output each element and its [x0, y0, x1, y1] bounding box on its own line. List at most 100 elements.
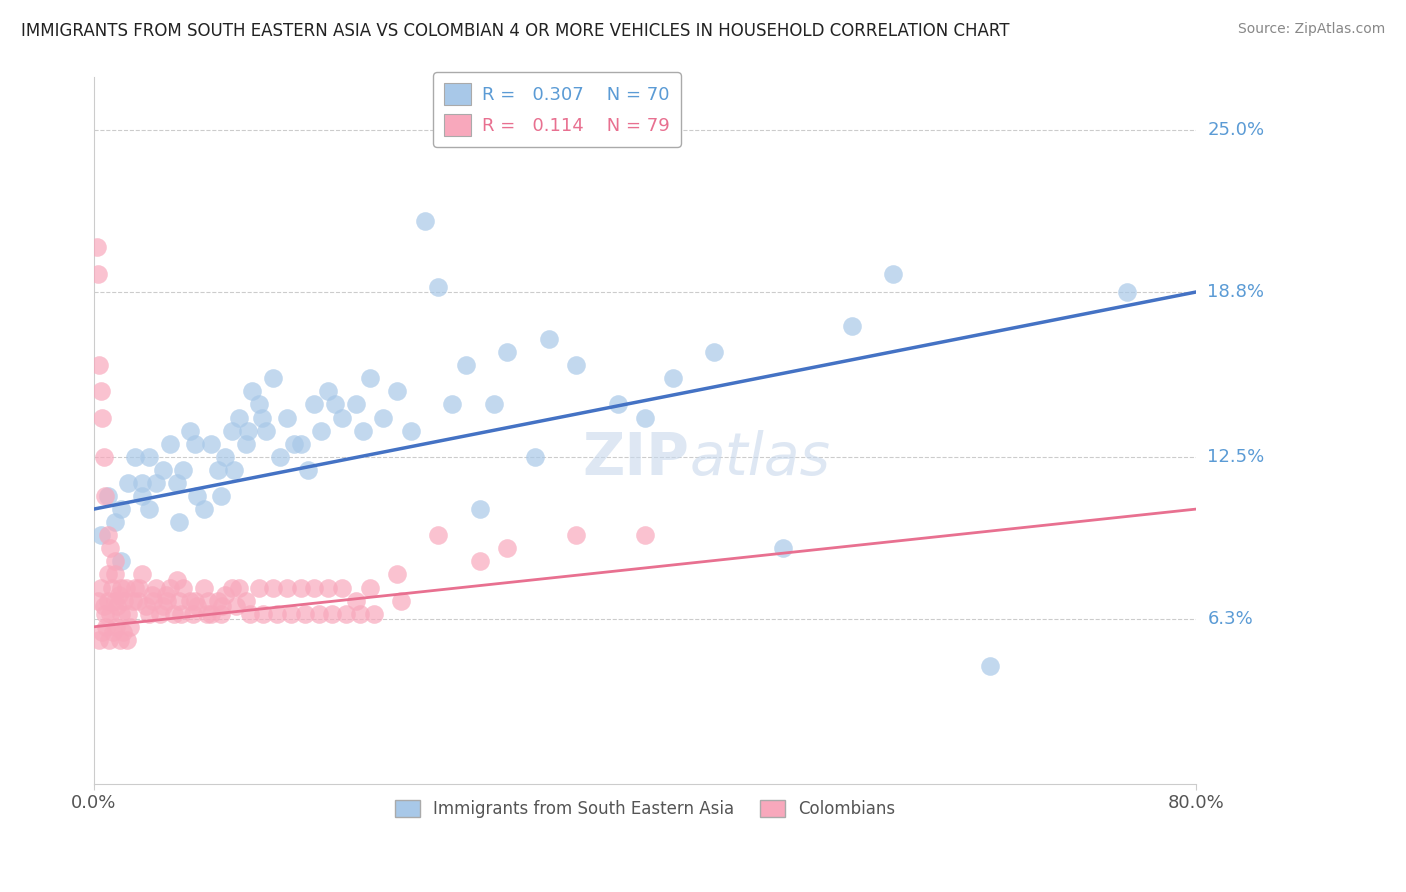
- Point: [235, 436, 257, 450]
- Point: [247, 397, 270, 411]
- Point: [94, 607, 117, 621]
- Point: [389, 593, 412, 607]
- Point: [179, 424, 201, 438]
- Point: [193, 502, 215, 516]
- Point: [111, 625, 134, 640]
- Point: [221, 581, 243, 595]
- Point: [228, 581, 250, 595]
- Text: 12.5%: 12.5%: [1208, 448, 1264, 466]
- Point: [441, 397, 464, 411]
- Point: [100, 607, 122, 621]
- Point: [169, 515, 191, 529]
- Point: [131, 475, 153, 490]
- Point: [316, 581, 339, 595]
- Point: [128, 581, 150, 595]
- Point: [103, 625, 125, 640]
- Point: [523, 450, 546, 464]
- Point: [221, 424, 243, 438]
- Point: [294, 607, 316, 621]
- Point: [335, 607, 357, 621]
- Point: [104, 515, 127, 529]
- Point: [166, 475, 188, 490]
- Point: [183, 436, 205, 450]
- Point: [330, 410, 353, 425]
- Point: [634, 410, 657, 425]
- Point: [399, 424, 422, 438]
- Point: [427, 528, 450, 542]
- Point: [104, 593, 127, 607]
- Point: [183, 593, 205, 607]
- Point: [280, 607, 302, 621]
- Point: [104, 554, 127, 568]
- Point: [169, 593, 191, 607]
- Point: [308, 607, 330, 621]
- Point: [97, 489, 120, 503]
- Point: [211, 599, 233, 613]
- Point: [565, 528, 588, 542]
- Point: [110, 607, 132, 621]
- Point: [152, 599, 174, 613]
- Point: [104, 620, 127, 634]
- Point: [93, 599, 115, 613]
- Point: [283, 436, 305, 450]
- Point: [166, 573, 188, 587]
- Point: [214, 588, 236, 602]
- Point: [304, 397, 326, 411]
- Point: [181, 607, 204, 621]
- Point: [94, 489, 117, 503]
- Point: [105, 599, 128, 613]
- Point: [93, 450, 115, 464]
- Point: [565, 358, 588, 372]
- Text: IMMIGRANTS FROM SOUTH EASTERN ASIA VS COLOMBIAN 4 OR MORE VEHICLES IN HOUSEHOLD : IMMIGRANTS FROM SOUTH EASTERN ASIA VS CO…: [21, 22, 1010, 40]
- Point: [156, 593, 179, 607]
- Point: [193, 581, 215, 595]
- Point: [107, 588, 129, 602]
- Point: [363, 607, 385, 621]
- Point: [91, 410, 114, 425]
- Point: [89, 358, 111, 372]
- Point: [141, 588, 163, 602]
- Point: [145, 475, 167, 490]
- Point: [170, 607, 193, 621]
- Point: [359, 371, 381, 385]
- Point: [238, 424, 260, 438]
- Point: [135, 599, 157, 613]
- Point: [224, 463, 246, 477]
- Point: [97, 567, 120, 582]
- Point: [496, 541, 519, 556]
- Point: [311, 424, 333, 438]
- Point: [155, 588, 177, 602]
- Point: [173, 581, 195, 595]
- Point: [90, 581, 112, 595]
- Point: [537, 332, 560, 346]
- Point: [235, 593, 257, 607]
- Point: [121, 593, 143, 607]
- Point: [90, 528, 112, 542]
- Point: [468, 502, 491, 516]
- Point: [142, 593, 165, 607]
- Point: [96, 620, 118, 634]
- Point: [344, 397, 367, 411]
- Point: [496, 345, 519, 359]
- Point: [110, 502, 132, 516]
- Point: [352, 424, 374, 438]
- Point: [316, 384, 339, 399]
- Point: [117, 475, 139, 490]
- Point: [250, 410, 273, 425]
- Point: [186, 489, 208, 503]
- Point: [87, 593, 110, 607]
- Point: [131, 489, 153, 503]
- Point: [124, 581, 146, 595]
- Point: [882, 267, 904, 281]
- Point: [661, 371, 683, 385]
- Point: [290, 581, 312, 595]
- Point: [385, 567, 408, 582]
- Point: [97, 528, 120, 542]
- Point: [127, 593, 149, 607]
- Point: [321, 607, 343, 621]
- Point: [159, 581, 181, 595]
- Point: [252, 607, 274, 621]
- Point: [138, 450, 160, 464]
- Point: [115, 632, 138, 647]
- Point: [209, 489, 232, 503]
